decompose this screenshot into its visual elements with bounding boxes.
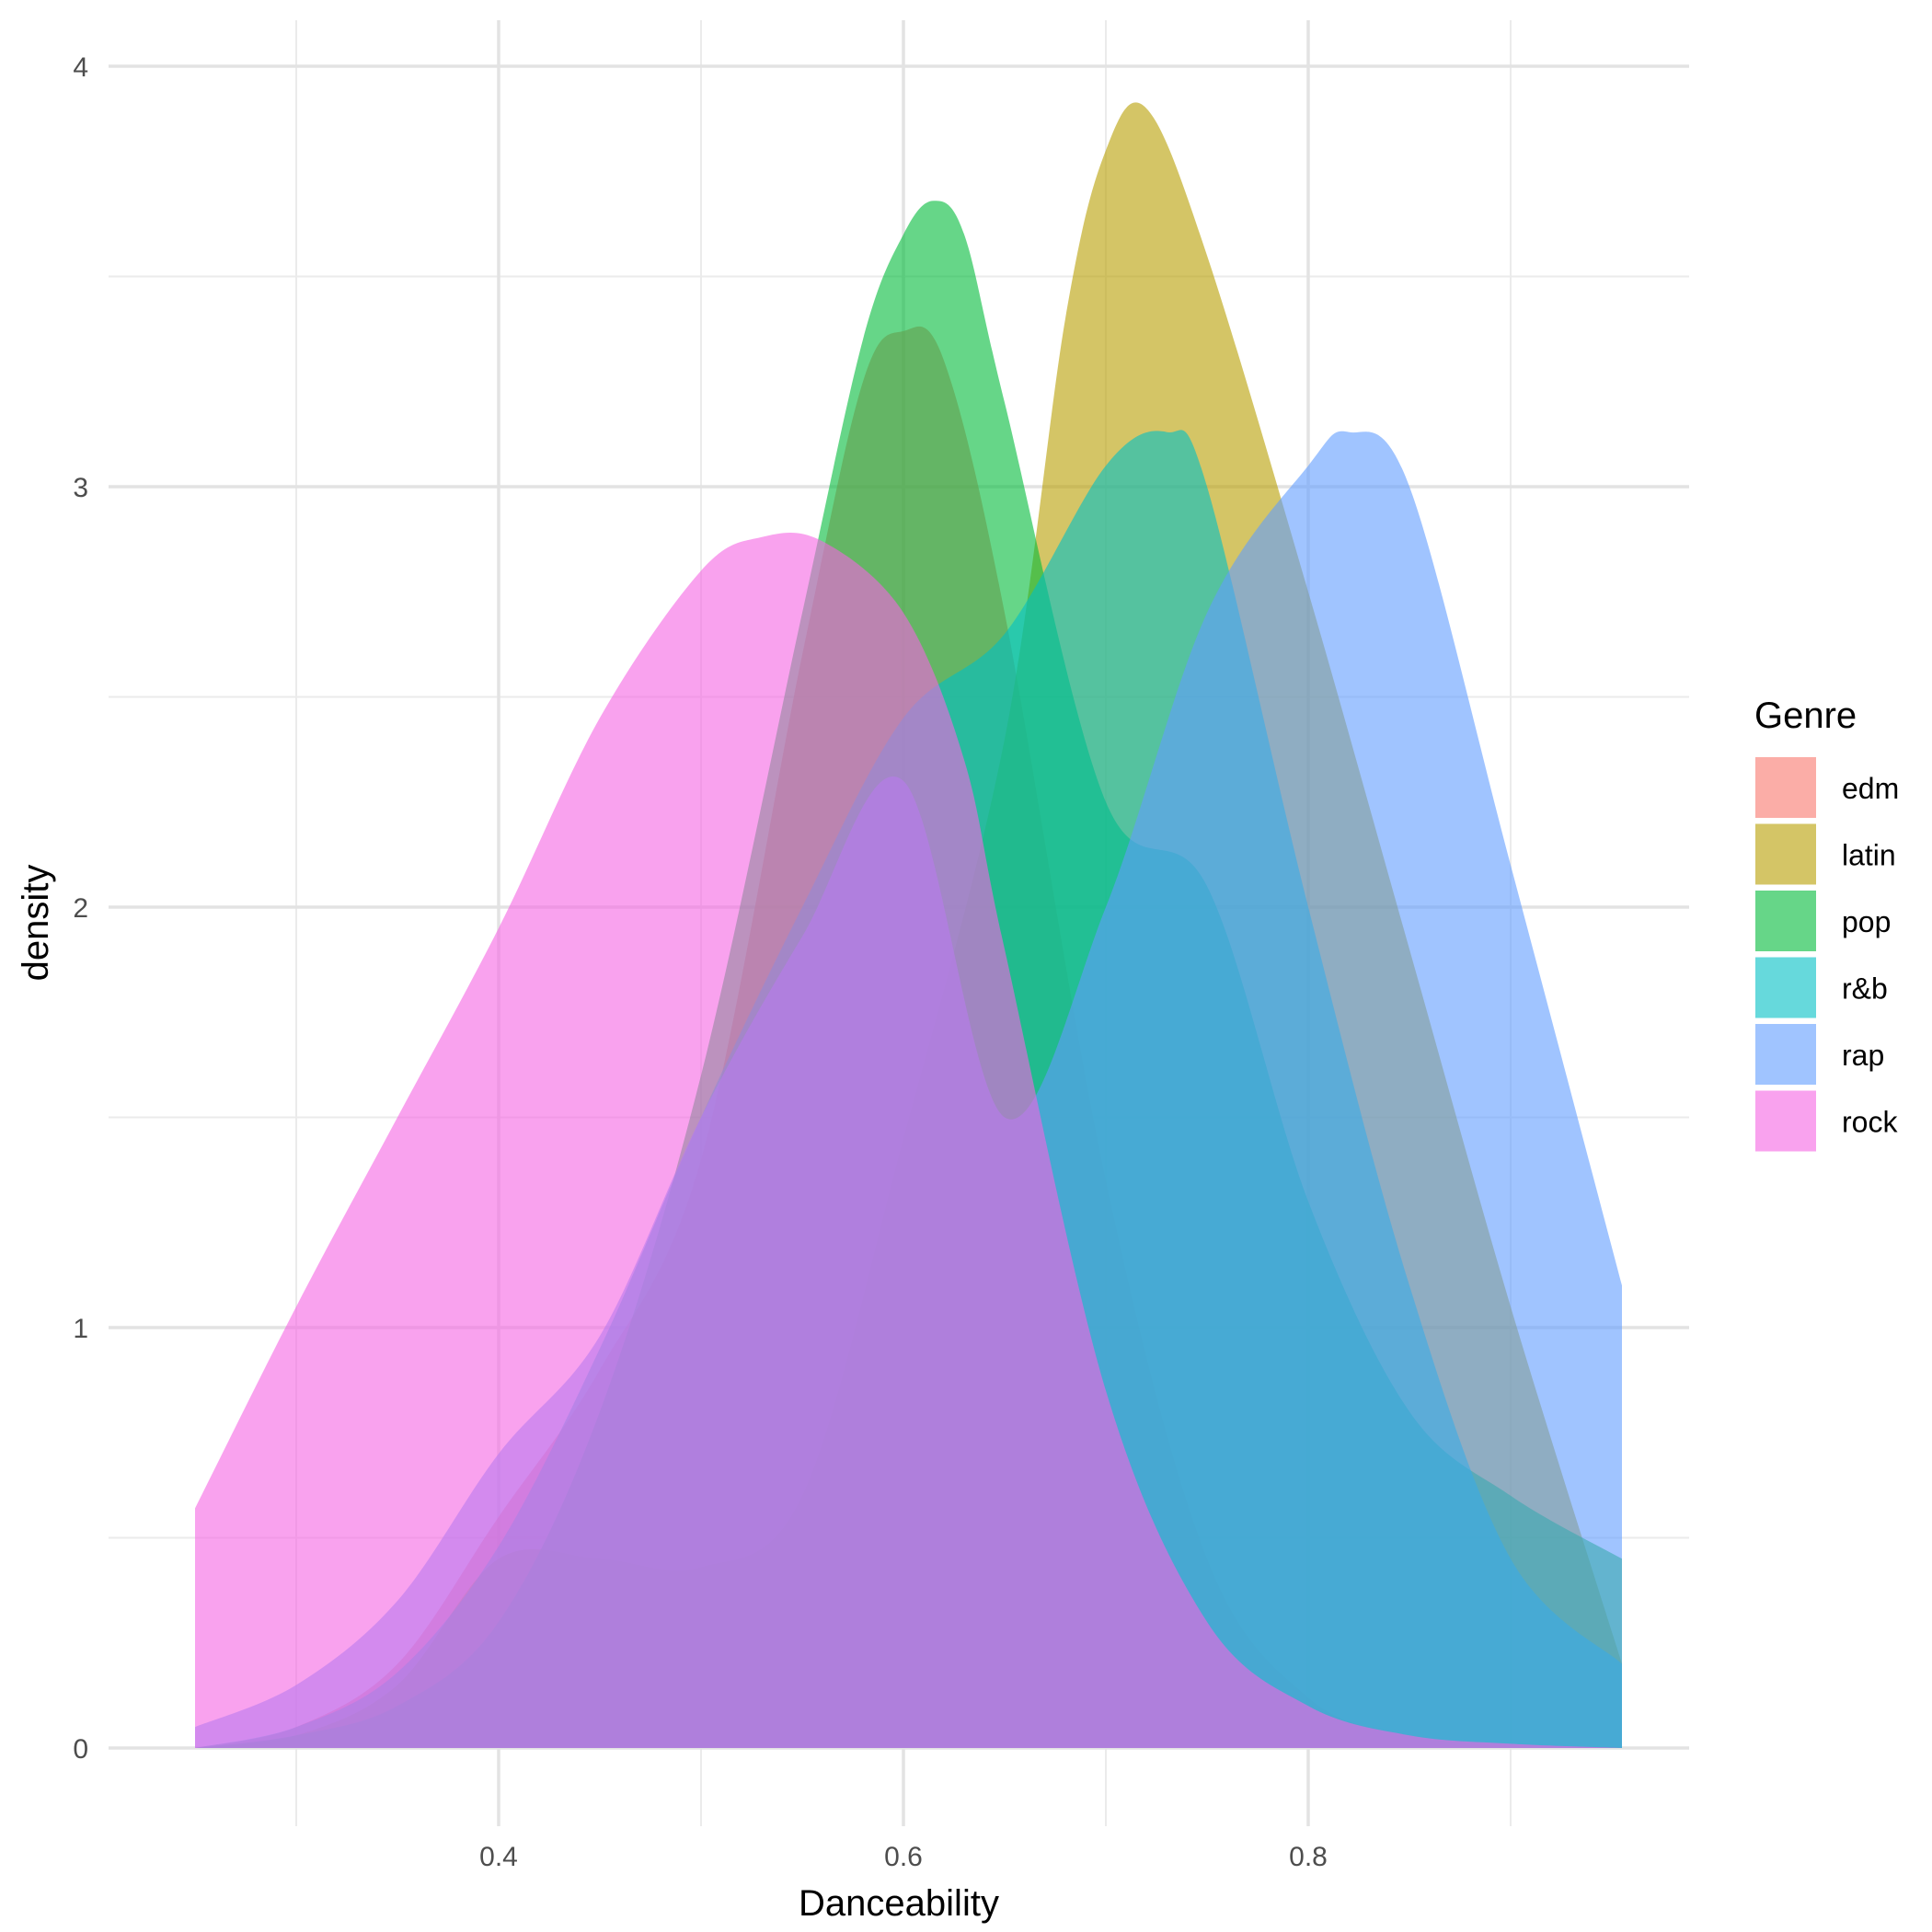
legend-label: latin <box>1842 839 1896 872</box>
legend: Genre edm latin pop r&b rap rock <box>1754 696 1899 1152</box>
x-tick-label: 0.4 <box>479 1842 518 1872</box>
legend-label: r&b <box>1842 972 1888 1006</box>
y-tick-label: 4 <box>73 52 88 83</box>
y-tick-label: 1 <box>73 1314 88 1344</box>
legend-title: Genre <box>1754 696 1857 736</box>
density-areas <box>195 102 1622 1749</box>
x-tick-label: 0.8 <box>1289 1842 1328 1872</box>
y-tick-label: 3 <box>73 473 88 503</box>
legend-swatch-rap <box>1755 1024 1816 1085</box>
y-tick-label: 0 <box>73 1734 88 1765</box>
x-tick-label: 0.6 <box>884 1842 923 1872</box>
legend-swatch-rb <box>1755 957 1816 1018</box>
legend-label: rap <box>1842 1039 1884 1072</box>
y-tick-label: 2 <box>73 893 88 924</box>
legend-swatch-edm <box>1755 757 1816 818</box>
legend-label: edm <box>1842 772 1899 805</box>
y-axis-title: density <box>16 865 56 982</box>
density-area-rock <box>195 532 1622 1748</box>
legend-label: pop <box>1842 905 1891 938</box>
legend-swatch-pop <box>1755 891 1816 951</box>
legend-swatch-rock <box>1755 1090 1816 1152</box>
legend-swatch-latin <box>1755 823 1816 885</box>
axis-ticks: 0.4 0.6 0.8 0 1 2 3 4 <box>73 52 1328 1872</box>
x-axis-title: Danceability <box>799 1883 999 1924</box>
legend-label: rock <box>1842 1106 1898 1139</box>
